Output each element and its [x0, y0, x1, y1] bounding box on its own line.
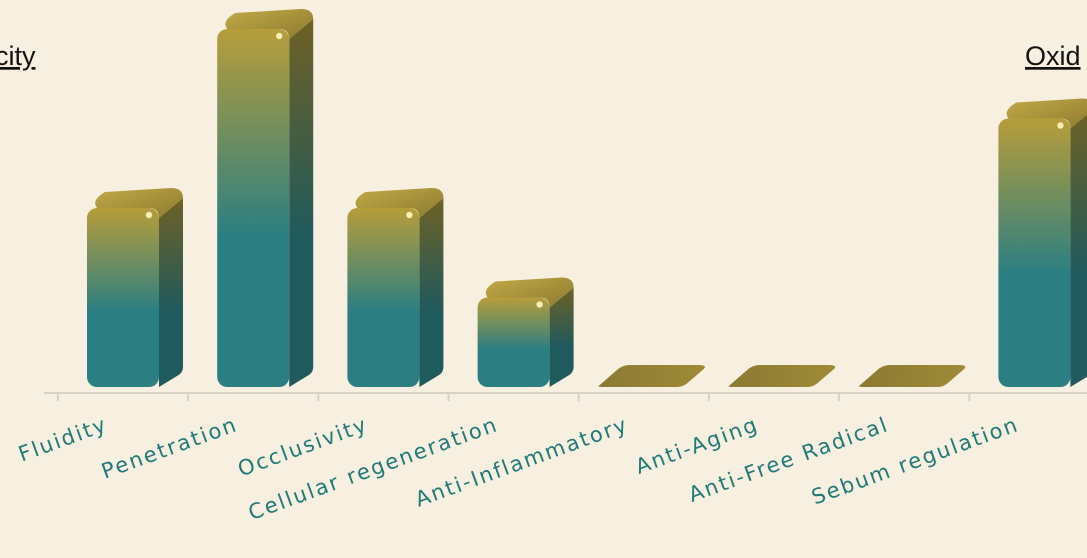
bar-front — [998, 118, 1071, 387]
bar-front — [477, 297, 550, 387]
bar — [858, 365, 966, 387]
bar — [347, 188, 444, 387]
x-tick-label: Cellular regeneration — [245, 412, 501, 525]
bar-highlight — [276, 32, 283, 40]
bar-top — [225, 9, 314, 39]
bar-highlight — [145, 211, 153, 219]
bar-top — [1006, 98, 1087, 129]
x-axis — [44, 392, 1087, 401]
bar — [998, 98, 1087, 387]
bar-top — [95, 188, 183, 218]
bar-flat — [728, 365, 836, 387]
bar-top — [355, 188, 444, 218]
bar-side — [549, 287, 574, 387]
bar — [217, 9, 314, 387]
bar-flat — [858, 365, 966, 387]
bar-front — [217, 29, 290, 387]
bar-side — [1070, 114, 1087, 387]
bar-side — [289, 19, 314, 387]
bar-highlight — [406, 211, 413, 219]
bar-top — [485, 277, 574, 308]
bar-front — [87, 208, 159, 387]
corner-label-left: city — [0, 41, 36, 71]
bars-layer — [87, 9, 1087, 387]
bar-flat — [598, 365, 705, 387]
bar — [728, 365, 836, 387]
bar-highlight — [1057, 122, 1064, 129]
bar-side — [159, 198, 183, 387]
x-tick-label: Fluidity — [15, 412, 110, 466]
x-tick-label: Penetration — [98, 412, 241, 483]
x-tick-label: Sebum regulation — [808, 412, 1022, 509]
x-tick-label: Anti-Inflammatory — [412, 412, 632, 511]
bar-front — [347, 208, 420, 387]
bar — [87, 188, 183, 387]
bar — [477, 277, 574, 387]
bar-side — [419, 198, 444, 387]
bar-highlight — [536, 301, 543, 308]
bar — [598, 365, 705, 387]
corner-label-right: Oxid — [1025, 41, 1081, 71]
